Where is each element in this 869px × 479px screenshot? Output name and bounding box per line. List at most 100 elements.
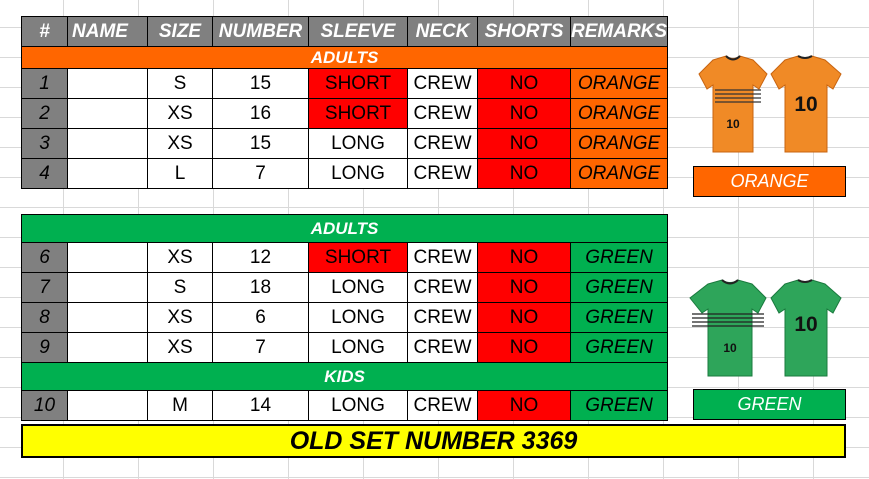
number-cell[interactable]: 16: [212, 98, 309, 129]
number-cell[interactable]: 7: [212, 158, 309, 189]
shorts-cell[interactable]: NO: [477, 332, 571, 363]
size-cell[interactable]: M: [147, 390, 213, 421]
row-index-cell[interactable]: 1: [21, 68, 68, 99]
jersey-front-number: 10: [723, 341, 737, 355]
remark-cell[interactable]: GREEN: [569, 272, 669, 303]
neck-cell[interactable]: CREW: [407, 302, 478, 333]
jersey-front-number: 10: [726, 117, 740, 131]
section-label[interactable]: KIDS: [20, 362, 669, 391]
sleeve-cell[interactable]: SHORT: [308, 98, 408, 129]
jersey-front-icon: 10: [689, 279, 767, 377]
shorts-cell[interactable]: NO: [477, 302, 571, 333]
remark-cell[interactable]: ORANGE: [569, 98, 669, 129]
size-cell[interactable]: XS: [147, 98, 213, 129]
shorts-cell[interactable]: NO: [477, 272, 571, 303]
row-index-cell[interactable]: 2: [21, 98, 68, 129]
table-row: 2 XS 16 SHORT CREW NO ORANGE: [21, 98, 669, 129]
row-index-cell[interactable]: 7: [21, 272, 68, 303]
spacer-row: [22, 189, 668, 215]
sleeve-cell[interactable]: SHORT: [308, 242, 408, 273]
neck-cell[interactable]: CREW: [407, 68, 478, 99]
neck-cell[interactable]: CREW: [407, 128, 478, 159]
sleeve-cell[interactable]: SHORT: [308, 68, 408, 99]
sleeve-cell[interactable]: LONG: [308, 158, 408, 189]
remark-cell[interactable]: ORANGE: [569, 158, 669, 189]
shorts-cell[interactable]: NO: [477, 242, 571, 273]
number-cell[interactable]: 18: [212, 272, 309, 303]
remark-cell[interactable]: GREEN: [569, 242, 669, 273]
shorts-cell[interactable]: NO: [477, 128, 571, 159]
remark-cell[interactable]: ORANGE: [569, 68, 669, 99]
neck-cell[interactable]: CREW: [407, 98, 478, 129]
order-table: # NAME SIZE NUMBER SLEEVE NECK SHORTS RE…: [20, 16, 669, 421]
green-color-swatch[interactable]: GREEN: [693, 389, 846, 420]
orange-color-swatch[interactable]: ORANGE: [693, 166, 846, 197]
name-cell[interactable]: [67, 98, 148, 129]
green-jersey-image: 10 10: [689, 279, 842, 377]
row-index-cell[interactable]: 8: [21, 302, 68, 333]
sleeve-cell[interactable]: LONG: [308, 128, 408, 159]
row-index-cell[interactable]: 10: [21, 390, 68, 421]
name-cell[interactable]: [67, 68, 148, 99]
name-cell[interactable]: [67, 272, 148, 303]
col-header-index[interactable]: #: [21, 16, 68, 47]
row-index-cell[interactable]: 6: [21, 242, 68, 273]
neck-cell[interactable]: CREW: [407, 390, 478, 421]
sleeve-cell[interactable]: LONG: [308, 272, 408, 303]
number-cell[interactable]: 6: [212, 302, 309, 333]
neck-cell[interactable]: CREW: [407, 332, 478, 363]
size-cell[interactable]: XS: [147, 128, 213, 159]
neck-cell[interactable]: CREW: [407, 158, 478, 189]
row-index-cell[interactable]: 4: [21, 158, 68, 189]
sleeve-cell[interactable]: LONG: [308, 390, 408, 421]
size-cell[interactable]: S: [147, 272, 213, 303]
remark-cell[interactable]: GREEN: [569, 302, 669, 333]
number-cell[interactable]: 7: [212, 332, 309, 363]
col-header-sleeve[interactable]: SLEEVE: [308, 16, 408, 47]
sleeve-cell[interactable]: LONG: [308, 302, 408, 333]
size-cell[interactable]: XS: [147, 332, 213, 363]
shorts-cell[interactable]: NO: [477, 68, 571, 99]
size-cell[interactable]: XS: [147, 302, 213, 333]
number-cell[interactable]: 15: [212, 128, 309, 159]
number-cell[interactable]: 15: [212, 68, 309, 99]
jersey-back-number: 10: [794, 313, 817, 336]
section-label[interactable]: ADULTS: [20, 214, 669, 243]
header-row: # NAME SIZE NUMBER SLEEVE NECK SHORTS RE…: [21, 16, 669, 47]
shorts-cell[interactable]: NO: [477, 158, 571, 189]
col-header-number[interactable]: NUMBER: [212, 16, 309, 47]
orange-jersey-image: 10 10: [698, 55, 842, 153]
remark-cell[interactable]: ORANGE: [569, 128, 669, 159]
shorts-cell[interactable]: NO: [477, 98, 571, 129]
remark-cell[interactable]: GREEN: [569, 332, 669, 363]
table-row: 7 S 18 LONG CREW NO GREEN: [21, 272, 669, 303]
col-header-shorts[interactable]: SHORTS: [477, 16, 571, 47]
name-cell[interactable]: [67, 128, 148, 159]
shorts-cell[interactable]: NO: [477, 390, 571, 421]
jersey-front-icon: 10: [698, 55, 768, 153]
neck-cell[interactable]: CREW: [407, 272, 478, 303]
sleeve-cell[interactable]: LONG: [308, 332, 408, 363]
col-header-name[interactable]: NAME: [67, 16, 148, 47]
jersey-back-number: 10: [794, 93, 817, 116]
old-set-number-banner[interactable]: OLD SET NUMBER 3369: [21, 424, 846, 458]
row-index-cell[interactable]: 9: [21, 332, 68, 363]
name-cell[interactable]: [67, 390, 148, 421]
name-cell[interactable]: [67, 302, 148, 333]
section-label[interactable]: ADULTS: [20, 46, 669, 69]
col-header-size[interactable]: SIZE: [147, 16, 213, 47]
neck-cell[interactable]: CREW: [407, 242, 478, 273]
size-cell[interactable]: S: [147, 68, 213, 99]
name-cell[interactable]: [67, 242, 148, 273]
name-cell[interactable]: [67, 332, 148, 363]
row-index-cell[interactable]: 3: [21, 128, 68, 159]
size-cell[interactable]: XS: [147, 242, 213, 273]
col-header-neck[interactable]: NECK: [407, 16, 478, 47]
col-header-remarks[interactable]: REMARKS: [569, 16, 669, 47]
number-cell[interactable]: 14: [212, 390, 309, 421]
size-cell[interactable]: L: [147, 158, 213, 189]
name-cell[interactable]: [67, 158, 148, 189]
section-row-kids-green: KIDS: [20, 362, 669, 391]
remark-cell[interactable]: GREEN: [569, 390, 669, 421]
number-cell[interactable]: 12: [212, 242, 309, 273]
